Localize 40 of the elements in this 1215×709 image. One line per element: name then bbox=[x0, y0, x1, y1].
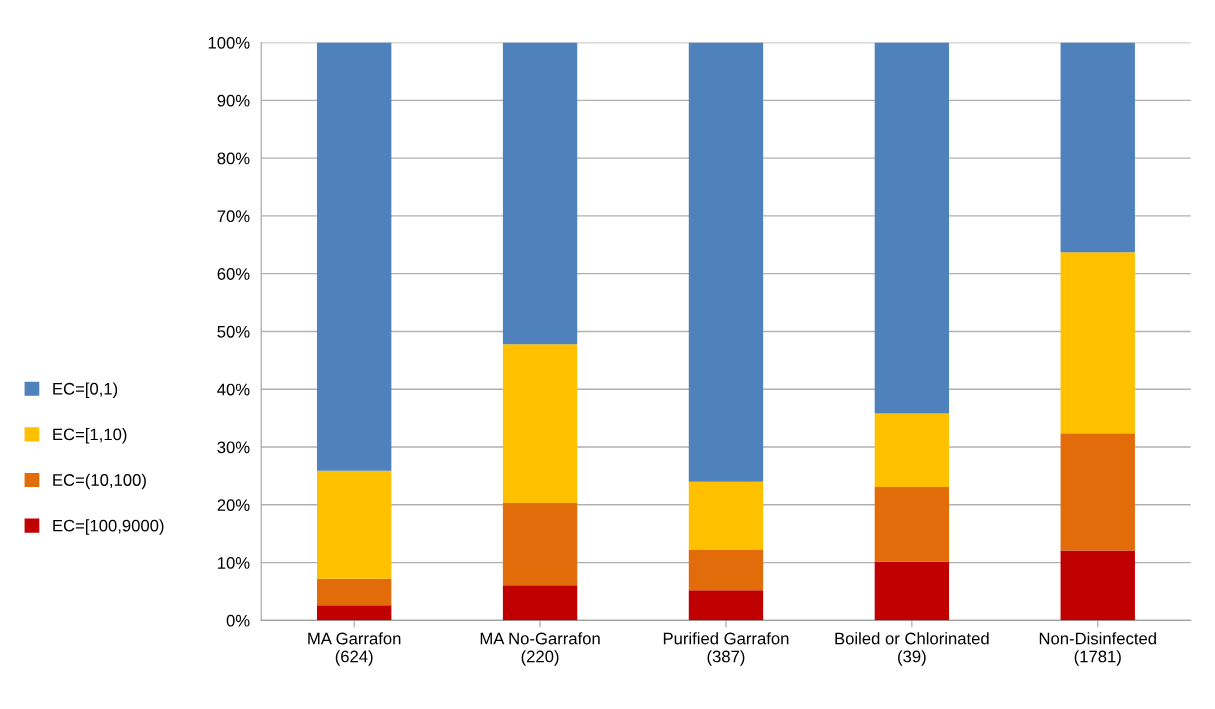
legend-label: EC=[100,9000) bbox=[53, 519, 164, 535]
y-tick-label: 90% bbox=[217, 94, 250, 107]
legend-label: EC=(10,100) bbox=[53, 473, 146, 490]
y-tick-label: 20% bbox=[217, 499, 250, 512]
bar bbox=[1060, 433, 1135, 551]
x-tick-label: Purified Garrafon (387) bbox=[663, 632, 789, 666]
y-tick-label: 70% bbox=[217, 210, 250, 223]
bar bbox=[316, 605, 392, 621]
y-tick-label: 10% bbox=[218, 556, 250, 569]
legend-label: EC=[1,10) bbox=[53, 428, 127, 444]
x-tick-label: MA Garrafon (624) bbox=[308, 632, 401, 666]
bar bbox=[874, 413, 950, 487]
bar bbox=[502, 344, 578, 504]
x-tick-label: Boiled or Chlorinated (39) bbox=[835, 632, 989, 666]
bar bbox=[688, 481, 764, 550]
bar bbox=[688, 549, 764, 591]
y-tick-label: 40% bbox=[217, 383, 250, 396]
bar bbox=[874, 561, 950, 621]
x-tick-label: Non-Disinfected (1781) bbox=[1039, 632, 1156, 666]
x-tick-label: MA No-Garrafon (220) bbox=[480, 632, 600, 666]
bar bbox=[874, 42, 950, 414]
bar bbox=[502, 42, 578, 345]
bar bbox=[316, 42, 392, 471]
y-tick-label: 100% bbox=[208, 36, 250, 49]
bar bbox=[688, 590, 764, 621]
y-tick-label: 80% bbox=[217, 152, 250, 165]
bar bbox=[502, 585, 578, 621]
y-tick-label: 30% bbox=[217, 441, 250, 454]
y-tick-label: 0% bbox=[226, 614, 250, 627]
bar bbox=[688, 42, 764, 482]
y-tick-label: 50% bbox=[217, 325, 250, 338]
bar bbox=[1060, 550, 1135, 621]
bar bbox=[1060, 252, 1135, 434]
bar bbox=[1060, 42, 1135, 253]
bar bbox=[874, 486, 950, 562]
y-tick-label: 60% bbox=[217, 268, 250, 280]
bar bbox=[502, 503, 578, 586]
bar bbox=[316, 578, 392, 606]
legend-label: EC=[0,1) bbox=[53, 382, 118, 398]
bar bbox=[316, 470, 392, 579]
